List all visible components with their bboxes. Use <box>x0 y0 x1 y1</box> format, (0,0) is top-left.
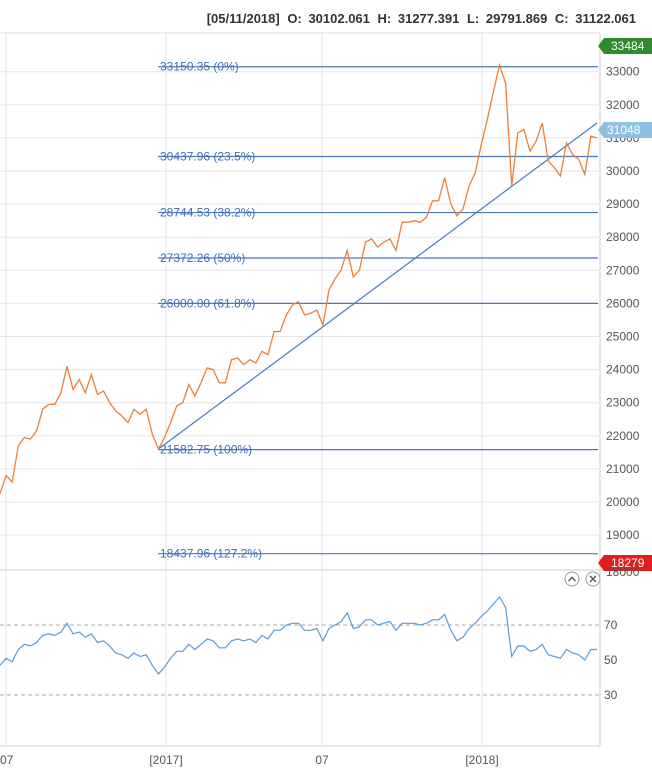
x-tick-label: 07 <box>0 753 14 767</box>
price-y-tick-label: 27000 <box>606 263 640 277</box>
ohlc-close-value: 31122.061 <box>575 11 636 26</box>
fibonacci-retracement[interactable]: 33150.35 (0%) 30437.96 (23.5%) 28744.53 (3… <box>158 60 598 561</box>
current-price-badge-text: 31048 <box>607 123 641 137</box>
ohlc-close-label: C: <box>555 11 569 26</box>
fibonacci-level-label: 33150.35 (0%) <box>160 60 239 74</box>
price-y-tick-label: 24000 <box>606 363 640 377</box>
oscillator-y-axis: 30 50 70 <box>604 618 618 702</box>
ohlc-header: [05/11/2018] O: 30102.061 H: 31277.391 L… <box>207 11 636 26</box>
price-y-tick-label: 23000 <box>606 396 640 410</box>
low-price-badge-text: 18279 <box>611 556 645 570</box>
price-y-tick-label: 26000 <box>606 296 640 310</box>
ohlc-low-label: L: <box>467 11 479 26</box>
x-tick-label: [2017] <box>149 753 182 767</box>
price-y-axis: 19000 20000 21000 22000 23000 24000 25000 26000… <box>606 65 640 542</box>
price-y-tick-label: 32000 <box>606 98 640 112</box>
fibonacci-level-label: 28744.53 (38.2%) <box>160 206 255 220</box>
oscillator-series-line <box>0 595 597 675</box>
ohlc-high-label: H: <box>378 11 392 26</box>
price-y-tick-label: 25000 <box>606 330 640 344</box>
grid <box>0 33 600 746</box>
price-y-tick-label: 28000 <box>606 230 640 244</box>
current-price-badge: 31048 <box>598 122 652 138</box>
x-tick-label: [2018] <box>465 753 498 767</box>
ohlc-date: [05/11/2018] <box>207 11 280 26</box>
collapse-panel-button[interactable] <box>564 571 580 587</box>
price-y-tick-label: 21000 <box>606 462 640 476</box>
ohlc-open-value: 30102.061 <box>308 11 369 26</box>
fibonacci-level-label: 30437.96 (23.5%) <box>160 150 255 164</box>
ohlc-low-value: 29791.869 <box>486 11 547 26</box>
high-price-badge-text: 33484 <box>611 39 645 53</box>
fibonacci-level-label: 27372.26 (50%) <box>160 251 245 265</box>
close-panel-button[interactable] <box>585 571 601 587</box>
oscillator-y-tick-label: 70 <box>604 618 618 632</box>
fibonacci-level-label: 18437.96 (127.2%) <box>160 547 262 561</box>
fibonacci-level-label: 26000.00 (61.8%) <box>160 296 255 310</box>
price-bottom-tick: 18000 <box>606 565 640 579</box>
ohlc-open-label: O: <box>287 11 301 26</box>
trend-line[interactable] <box>158 122 598 450</box>
high-price-badge: 33484 <box>598 38 652 54</box>
x-tick-label: 07 <box>315 753 329 767</box>
price-y-tick-label: 20000 <box>606 495 640 509</box>
price-y-tick-label: 19000 <box>606 528 640 542</box>
oscillator-guides <box>0 624 600 696</box>
fibonacci-level-label: 21582.75 (100%) <box>160 443 252 457</box>
price-series-line <box>0 62 598 494</box>
price-y-tick-label: 22000 <box>606 429 640 443</box>
oscillator-y-tick-label: 30 <box>604 688 618 702</box>
x-axis: 07 [2017] 07 [2018] <box>0 753 499 767</box>
close-icon <box>589 575 597 583</box>
price-y-tick-label: 30000 <box>606 164 640 178</box>
price-y-tick-label: 33000 <box>606 65 640 79</box>
oscillator-y-tick-label: 50 <box>604 653 618 667</box>
low-price-badge: 18279 <box>598 555 652 571</box>
chevron-up-icon <box>568 576 576 582</box>
price-y-tick-label: 29000 <box>606 197 640 211</box>
ohlc-high-value: 31277.391 <box>398 11 459 26</box>
